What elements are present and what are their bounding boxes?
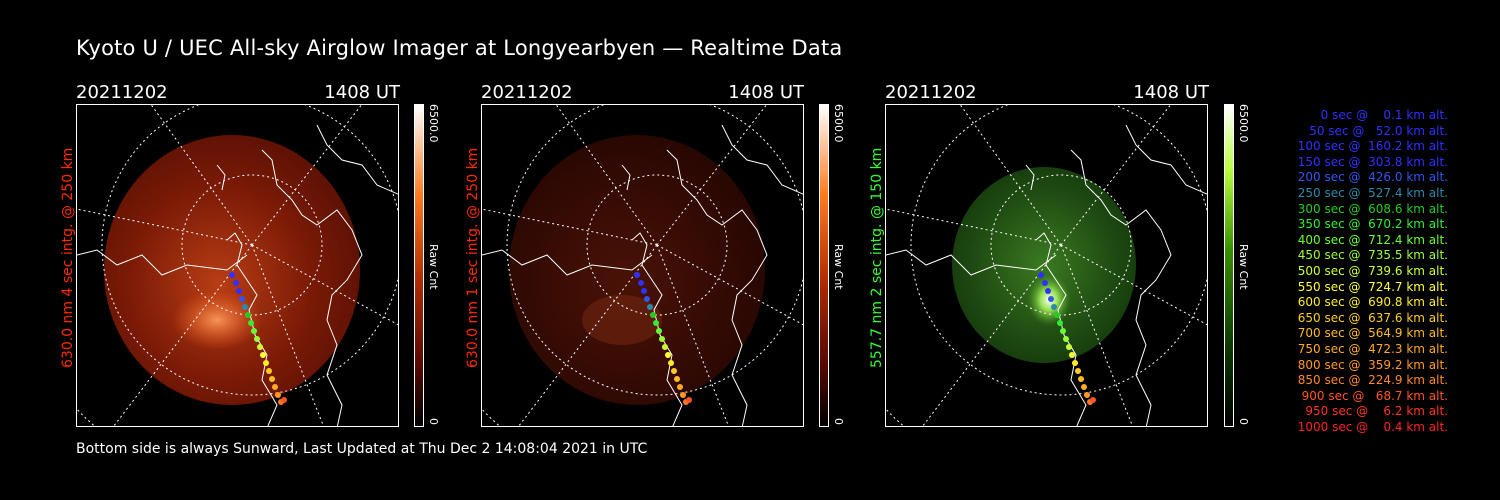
legend-entry: 950 sec @ 6.2 km alt. [1301,404,1448,419]
legend-entry: 700 sec @ 564.9 km alt. [1293,326,1448,341]
trajectory [1038,272,1096,405]
airglow-field [509,135,765,405]
airglow-field [952,167,1136,363]
panel-3-time: 1408 UT [1133,82,1209,103]
page-title: Kyoto U / UEC All-sky Airglow Imager at … [76,36,843,60]
trajectory [634,272,692,405]
coastlines [482,124,803,426]
airglow-field [104,135,360,405]
legend-entry: 850 sec @ 224.9 km alt. [1293,373,1448,388]
panel-2-ylabel: 630.0 nm 1 sec intg. @ 250 km [465,147,481,368]
panel-2-colorbar-unit: Raw Cnt [832,244,845,290]
panel-1-date: 20211202 [76,82,168,103]
legend-entry: 800 sec @ 359.2 km alt. [1293,357,1448,372]
panel-2-colorbar-max: 6500.0 [832,104,845,143]
coastlines [77,124,398,426]
legend-entry: 250 sec @ 527.4 km alt. [1293,185,1448,200]
panel-3-colorbar [1224,104,1234,427]
panel-3-map [886,105,1207,426]
grid-lines [77,105,398,426]
legend-entry: 650 sec @ 637.6 km alt. [1293,310,1448,325]
legend-entry: 0 sec @ 0.1 km alt. [1309,108,1448,122]
legend-entry: 300 sec @ 608.6 km alt. [1293,201,1448,216]
legend-entry: 200 sec @ 426.0 km alt. [1293,170,1448,185]
panel-2-colorbar [819,104,829,427]
panel-1-time: 1408 UT [324,82,400,103]
panel-2-map [482,105,803,426]
panel-2-time: 1408 UT [728,82,804,103]
panel-2-colorbar-min: 0 [832,418,845,425]
panel-1-colorbar-max: 6500.0 [427,104,440,143]
panel-1-image [76,104,399,427]
panel-3-image [885,104,1208,427]
grid-lines [482,105,803,426]
airglow-bright-patch [172,290,262,350]
legend-entry: 600 sec @ 690.8 km alt. [1293,295,1448,310]
legend-entry: 750 sec @ 472.3 km alt. [1293,341,1448,356]
panel-1-colorbar-min: 0 [427,418,440,425]
panel-3-ylabel: 557.7 nm 2 sec intg. @ 150 km [869,147,885,368]
panel-1-colorbar-unit: Raw Cnt [427,244,440,290]
panel-2-date: 20211202 [481,82,573,103]
legend-entry: 350 sec @ 670.2 km alt. [1293,217,1448,232]
trajectory-legend: 0 sec @ 0.1 km alt. 50 sec @ 52.0 km alt… [1248,108,1448,435]
legend-entry: 450 sec @ 735.5 km alt. [1293,248,1448,263]
legend-entry: 400 sec @ 712.4 km alt. [1293,232,1448,247]
panel-1-map [77,105,398,426]
panel-2-image [481,104,804,427]
panel-1-colorbar [414,104,424,427]
footer-note: Bottom side is always Sunward, Last Upda… [76,441,648,457]
legend-entry: 500 sec @ 739.6 km alt. [1293,263,1448,278]
panel-1-ylabel: 630.0 nm 4 sec intg. @ 250 km [60,147,76,368]
grid-lines [886,105,1207,426]
coastlines [886,124,1207,426]
legend-entry: 100 sec @ 160.2 km alt. [1293,139,1448,154]
legend-entry: 1000 sec @ 0.4 km alt. [1297,419,1448,434]
legend-entry: 550 sec @ 724.7 km alt. [1293,279,1448,294]
legend-entry: 50 sec @ 52.0 km alt. [1301,123,1448,138]
legend-entry: 150 sec @ 303.8 km alt. [1293,154,1448,169]
trajectory [229,272,287,405]
legend-entry: 900 sec @ 68.7 km alt. [1297,388,1448,403]
panel-3-date: 20211202 [885,82,977,103]
